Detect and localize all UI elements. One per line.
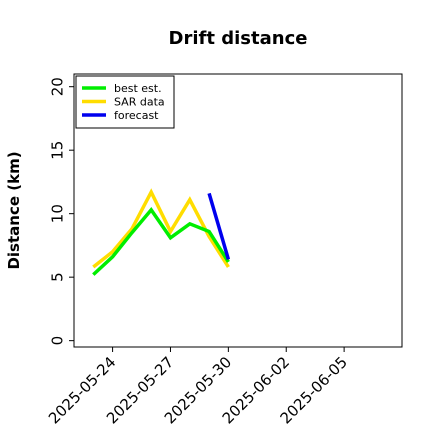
y-axis-ticks: 0 5 10 15 20 <box>48 77 74 345</box>
y-axis-label: Distance (km) <box>5 151 23 269</box>
y-tick-label: 10 <box>48 204 66 223</box>
series-line-forecast <box>207 192 231 260</box>
y-tick-label: 5 <box>48 272 66 282</box>
series-lines <box>92 188 231 276</box>
x-axis-ticks: 2025-05-242025-05-272025-05-302025-06-02… <box>45 347 351 427</box>
legend-label: forecast <box>114 109 159 122</box>
y-tick-label: 15 <box>48 141 66 160</box>
legend-label: best est. <box>114 82 162 95</box>
chart-title: Drift distance <box>169 28 308 49</box>
plot-area <box>73 73 403 348</box>
y-tick-label: 20 <box>48 77 66 96</box>
series-line-best-est <box>92 207 230 276</box>
y-tick-label: 0 <box>48 336 66 346</box>
legend-label: SAR data <box>114 96 165 109</box>
